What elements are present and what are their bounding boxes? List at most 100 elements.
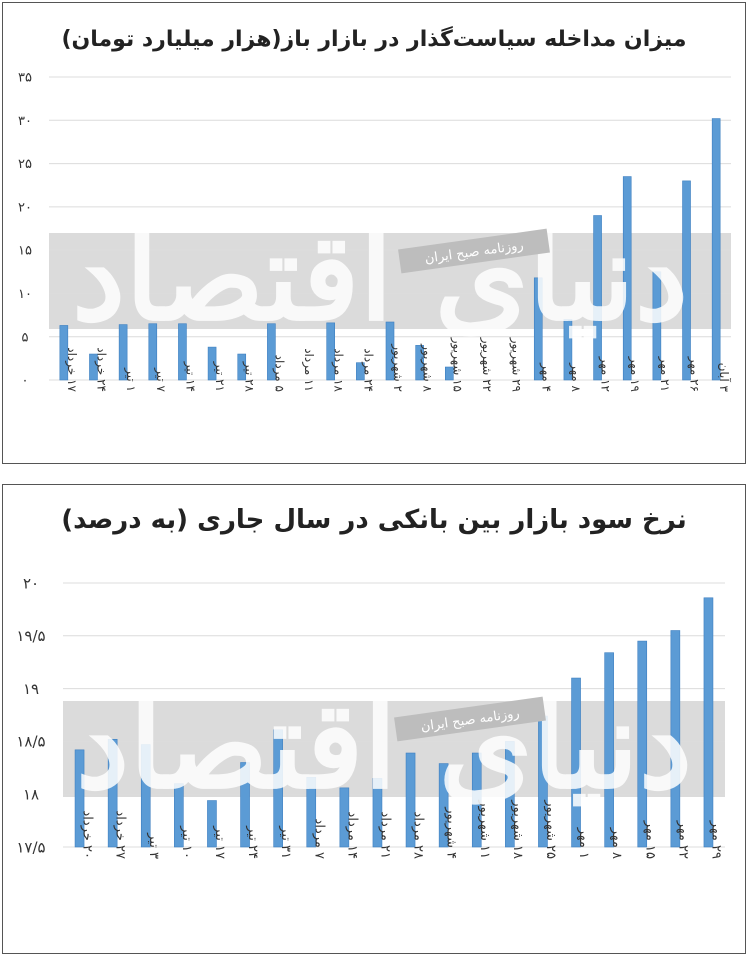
y-tick-label: ۲۰ <box>23 574 39 592</box>
bar <box>267 323 276 381</box>
bar <box>207 346 217 381</box>
x-tick-label: ۲۵ شهریور <box>543 799 558 859</box>
watermark-logo-text: دنیای اقتصاد <box>72 207 688 348</box>
bar <box>306 777 317 848</box>
x-tick-label: ۱۸ شهریور <box>510 799 525 859</box>
bar <box>89 353 98 381</box>
bar <box>711 118 721 381</box>
bar <box>118 324 128 381</box>
watermark-logo-text: دنیای اقتصاد <box>76 675 692 816</box>
chart-panel-interbank: نرخ سود بازار بین بانکی در سال جاری (به … <box>2 484 746 954</box>
x-tick-label: ۲۴ خرداد <box>93 347 108 392</box>
bar <box>593 215 602 381</box>
x-tick-label: ۲۴ مرداد <box>360 348 375 392</box>
chart-opm-svg: ۰ ۵ ۱۰ ۱۵ ۲۰ ۲۵ ۳۰ ۳۵ ۱۷ خرداد ۲۴ خرداد ۱ تیر ۷ تیر… <box>18 71 732 393</box>
x-tick-label: ۱۰ تیر <box>179 825 194 859</box>
bar <box>174 783 184 848</box>
x-tick-label: ۳ تیر <box>146 832 161 859</box>
y-tick-label: ۱۰ <box>18 287 32 302</box>
bar <box>356 362 365 381</box>
bar <box>237 353 247 381</box>
x-tick-label: ۱۹ مهر <box>627 356 642 392</box>
bar <box>703 597 714 848</box>
x-tick-label: ۷ تیر <box>153 367 168 392</box>
x-tick-label: ۲۸ مرداد <box>411 812 426 859</box>
bar <box>571 677 581 848</box>
x-tick-label: ۲۶ مهر <box>687 356 702 392</box>
bar <box>385 321 395 381</box>
bar <box>148 323 158 381</box>
x-tick-label: ۲۰ خرداد <box>80 811 95 860</box>
bar <box>563 319 573 381</box>
x-tick-label: ۲۲ شهریور <box>479 337 494 392</box>
watermark-newspaper-box <box>398 228 550 274</box>
x-tick-label: ۴ مهر <box>538 362 553 392</box>
bar <box>533 277 543 381</box>
bar <box>273 729 283 848</box>
x-tick-label: ۲۱ مهر <box>657 356 672 392</box>
y-tick-label: ۲۵ <box>18 157 32 172</box>
bar <box>405 752 416 848</box>
y-tick-label: ۳۰ <box>18 114 32 129</box>
bar <box>415 345 424 381</box>
y-tick-label: ۱۷/۵ <box>16 838 45 856</box>
x-tick-label: ۲۲ مهر <box>675 820 690 859</box>
x-tick-label: ۳۱ تیر <box>278 825 293 859</box>
bar <box>637 640 648 848</box>
x-tick-label: ۱۵ مهر <box>642 820 657 859</box>
x-tick-label: ۳ آبان <box>717 363 732 393</box>
watermark-band <box>49 233 731 329</box>
chart-interbank-svg: ۱۷/۵ ۱۸ ۱۸/۵ ۱۹ ۱۹/۵ ۲۰ ۲۰ خرداد ۲۷ خرداد ۳ تیر ۱… <box>16 574 725 860</box>
y-tick-label: ۵ <box>22 330 29 345</box>
bar <box>670 630 681 848</box>
x-tick-label: ۲۱ تیر <box>212 361 227 392</box>
bar <box>682 180 691 381</box>
x-tick-label: ۲۷ خرداد <box>113 811 128 860</box>
y-tick-label: ۱۹/۵ <box>16 627 45 645</box>
bar <box>505 741 515 848</box>
x-tick-label: ۲۱ مرداد <box>377 812 392 859</box>
x-tick-label: ۲۹ مهر <box>708 820 723 859</box>
x-tick-label: ۱۲ مهر <box>598 356 613 392</box>
bar <box>107 738 118 848</box>
x-tick-label: ۱۷ تیر <box>212 825 227 859</box>
y-tick-label: ۲۰ <box>18 200 32 215</box>
y-tick-label: ۱۹ <box>23 680 39 698</box>
y-tick-label: ۱۸/۵ <box>16 733 45 751</box>
x-tick-label: ۲۹ شهریور <box>509 337 524 392</box>
bar <box>178 323 187 381</box>
bar <box>445 366 454 381</box>
x-tick-label: ۱۴ تیر <box>182 361 197 392</box>
x-tick-label: ۵ مرداد <box>271 355 286 392</box>
y-tick-label: ۳۵ <box>18 71 32 86</box>
bar <box>326 322 335 381</box>
y-tick-label: ۰ <box>22 374 29 389</box>
x-tick-label: ۴ شهریور <box>444 806 459 859</box>
y-tick-label: ۱۵ <box>18 244 32 259</box>
bar <box>339 787 350 848</box>
x-tick-label: ۱ تیر <box>123 367 138 392</box>
watermark-newspaper-box <box>394 696 546 742</box>
x-tick-label: ۱۵ شهریور <box>449 337 464 392</box>
x-tick-label: ۲۸ تیر <box>242 361 257 393</box>
x-tick-label: ۱۷ خرداد <box>64 347 79 392</box>
x-tick-label: ۲ شهریور <box>390 343 405 392</box>
x-tick-label: ۱۴ مرداد <box>344 812 359 859</box>
bar <box>74 749 85 848</box>
bar <box>59 325 69 381</box>
x-tick-label: ۱۱ مرداد <box>301 348 316 392</box>
bar <box>652 271 662 381</box>
bar <box>207 800 217 848</box>
chart-title-interbank: نرخ سود بازار بین بانکی در سال جاری (به … <box>61 505 687 535</box>
x-tick-label: ۱۱ شهریور <box>477 799 492 859</box>
x-tick-label: ۲۴ تیر <box>245 825 260 859</box>
bar <box>622 176 632 381</box>
chart-title-opm: میزان مداخله سیاست‌گذار در بازار باز(هزا… <box>61 27 687 52</box>
bar <box>471 752 482 848</box>
watermark-band <box>63 701 725 797</box>
bar <box>604 652 614 848</box>
chart-panel-opm: میزان مداخله سیاست‌گذار در بازار باز(هزا… <box>2 2 746 464</box>
x-tick-label: ۸ مهر <box>609 827 624 859</box>
x-tick-label: ۷ مرداد <box>311 819 326 859</box>
bar <box>240 762 250 848</box>
